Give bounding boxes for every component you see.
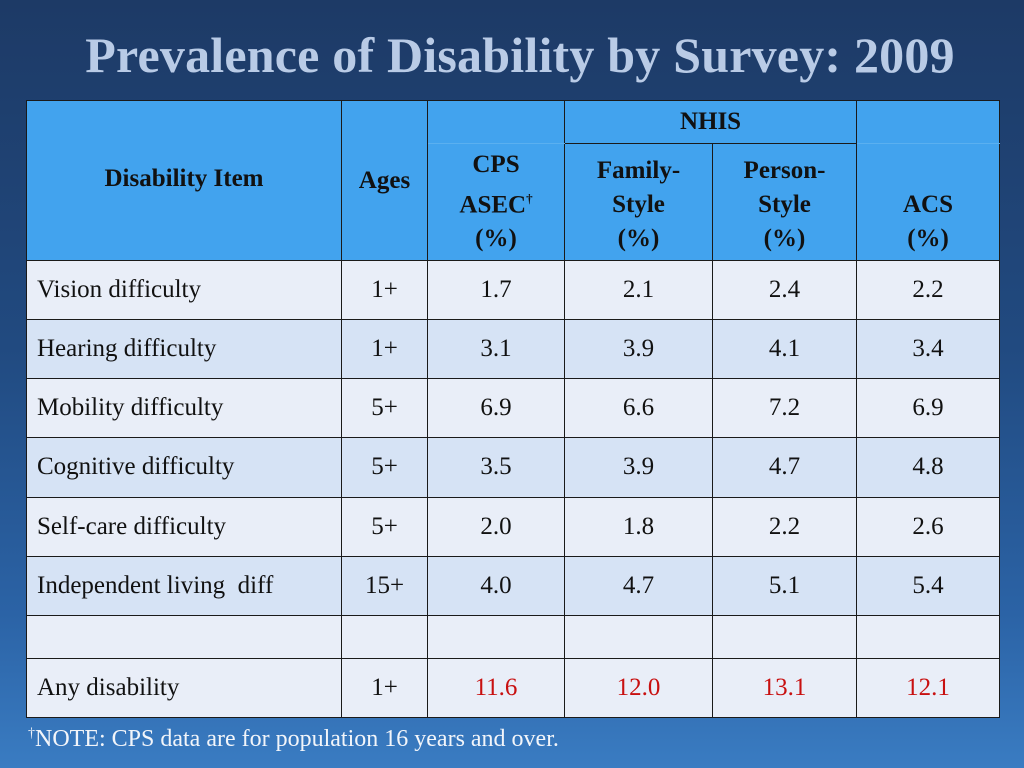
row-person: 7.2 — [711, 378, 858, 439]
row-person: 4.1 — [711, 319, 858, 380]
header-nhis: NHIS — [563, 100, 858, 144]
table-row: Hearing difficulty 1+ 3.1 3.9 4.1 3.4 — [26, 319, 1001, 380]
table-row: Mobility difficulty 5+ 6.9 6.6 7.2 6.9 — [26, 378, 1001, 439]
row-person: 5.1 — [711, 555, 858, 616]
row-person: 2.2 — [711, 496, 858, 557]
header-cps-asec: CPS ASEC† (%) — [427, 143, 565, 261]
row-family: 4.7 — [564, 555, 713, 616]
total-ages: 1+ — [341, 657, 428, 719]
row-family: 3.9 — [564, 319, 713, 380]
row-item: Vision difficulty — [26, 259, 342, 321]
footnote: †NOTE: CPS data are for population 16 ye… — [28, 726, 559, 753]
row-item: Cognitive difficulty — [26, 437, 342, 498]
header-disability-item: Disability Item — [26, 100, 342, 261]
row-ages: 15+ — [341, 555, 428, 616]
row-item: Independent living diff — [26, 555, 342, 616]
table-row: Self-care difficulty 5+ 2.0 1.8 2.2 2.6 — [26, 496, 1001, 557]
row-family: 6.6 — [564, 378, 713, 439]
row-item: Self-care difficulty — [26, 496, 342, 557]
row-acs: 2.6 — [856, 496, 1001, 557]
row-family: 3.9 — [564, 437, 713, 498]
total-cps: 11.6 — [427, 657, 565, 719]
row-acs: 2.2 — [856, 259, 1001, 321]
row-person: 4.7 — [711, 437, 858, 498]
header-acs: ACS (%) — [856, 143, 1001, 261]
row-family: 1.8 — [564, 496, 713, 557]
header-cps-spacer — [427, 100, 565, 144]
slide-title: Prevalence of Disability by Survey: 2009 — [85, 27, 955, 83]
header-ages: Ages — [341, 100, 428, 261]
total-acs: 12.1 — [856, 657, 1001, 719]
row-ages: 1+ — [341, 319, 428, 380]
table-row: Vision difficulty 1+ 1.7 2.1 2.4 2.2 — [26, 259, 1001, 321]
row-item: Mobility difficulty — [26, 378, 342, 439]
row-cps: 2.0 — [427, 496, 565, 557]
total-row: Any disability 1+ 11.6 12.0 13.1 12.1 — [26, 657, 1001, 719]
table-row: Independent living diff 15+ 4.0 4.7 5.1 … — [26, 555, 1001, 616]
row-cps: 3.1 — [427, 319, 565, 380]
total-person: 13.1 — [711, 657, 858, 719]
disability-table: Disability Item Ages NHIS CPS ASEC† (%) … — [26, 100, 1001, 719]
row-cps: 3.5 — [427, 437, 565, 498]
header-person-style: Person- Style (%) — [711, 143, 858, 261]
row-acs: 4.8 — [856, 437, 1001, 498]
footnote-dagger: † — [28, 726, 35, 741]
header-family-style: Family- Style (%) — [564, 143, 713, 261]
total-family: 12.0 — [564, 657, 713, 719]
total-item: Any disability — [26, 657, 342, 719]
row-acs: 6.9 — [856, 378, 1001, 439]
row-cps: 4.0 — [427, 555, 565, 616]
row-acs: 3.4 — [856, 319, 1001, 380]
row-ages: 5+ — [341, 378, 428, 439]
footnote-text: NOTE: CPS data are for population 16 yea… — [35, 726, 559, 752]
row-ages: 1+ — [341, 259, 428, 321]
row-acs: 5.4 — [856, 555, 1001, 616]
header-acs-spacer — [856, 100, 1001, 144]
row-ages: 5+ — [341, 437, 428, 498]
row-item: Hearing difficulty — [26, 319, 342, 380]
table-row: Cognitive difficulty 5+ 3.5 3.9 4.7 4.8 — [26, 437, 1001, 498]
blank-row — [26, 614, 1001, 659]
row-person: 2.4 — [711, 259, 858, 321]
row-ages: 5+ — [341, 496, 428, 557]
row-cps: 1.7 — [427, 259, 565, 321]
row-cps: 6.9 — [427, 378, 565, 439]
row-family: 2.1 — [564, 259, 713, 321]
